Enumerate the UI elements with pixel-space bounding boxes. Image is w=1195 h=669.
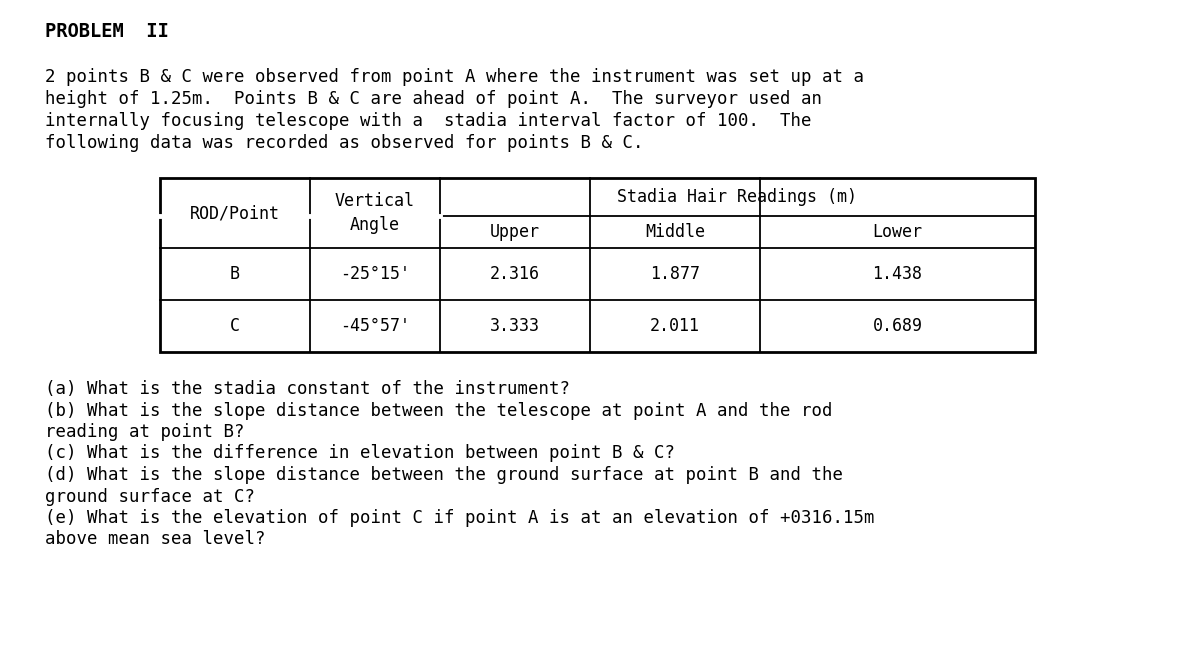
Text: 2 points B & C were observed from point A where the instrument was set up at a: 2 points B & C were observed from point … bbox=[45, 68, 864, 86]
Text: -45°57': -45°57' bbox=[341, 317, 410, 335]
Text: 2.011: 2.011 bbox=[650, 317, 700, 335]
Text: ROD/Point: ROD/Point bbox=[190, 204, 280, 222]
Text: Stadia Hair Readings (m): Stadia Hair Readings (m) bbox=[618, 188, 858, 206]
Text: (d) What is the slope distance between the ground surface at point B and the: (d) What is the slope distance between t… bbox=[45, 466, 842, 484]
Text: (e) What is the elevation of point C if point A is at an elevation of +0316.15m: (e) What is the elevation of point C if … bbox=[45, 509, 875, 527]
Text: 2.316: 2.316 bbox=[490, 265, 540, 283]
Text: Vertical
Angle: Vertical Angle bbox=[335, 191, 415, 235]
Text: height of 1.25m.  Points B & C are ahead of point A.  The surveyor used an: height of 1.25m. Points B & C are ahead … bbox=[45, 90, 822, 108]
Text: B: B bbox=[229, 265, 240, 283]
Text: 1.877: 1.877 bbox=[650, 265, 700, 283]
Text: C: C bbox=[229, 317, 240, 335]
Text: ground surface at C?: ground surface at C? bbox=[45, 488, 255, 506]
Text: PROBLEM  II: PROBLEM II bbox=[45, 22, 168, 41]
Text: 0.689: 0.689 bbox=[872, 317, 923, 335]
Text: -25°15': -25°15' bbox=[341, 265, 410, 283]
Text: 3.333: 3.333 bbox=[490, 317, 540, 335]
Text: Lower: Lower bbox=[872, 223, 923, 241]
Text: above mean sea level?: above mean sea level? bbox=[45, 531, 265, 549]
Text: Upper: Upper bbox=[490, 223, 540, 241]
Text: Middle: Middle bbox=[645, 223, 705, 241]
Text: following data was recorded as observed for points B & C.: following data was recorded as observed … bbox=[45, 134, 643, 152]
Text: 1.438: 1.438 bbox=[872, 265, 923, 283]
Text: (c) What is the difference in elevation between point B & C?: (c) What is the difference in elevation … bbox=[45, 444, 675, 462]
Bar bbox=[160, 178, 1035, 352]
Text: (a) What is the stadia constant of the instrument?: (a) What is the stadia constant of the i… bbox=[45, 380, 570, 398]
Text: (b) What is the slope distance between the telescope at point A and the rod: (b) What is the slope distance between t… bbox=[45, 401, 833, 419]
Text: internally focusing telescope with a  stadia interval factor of 100.  The: internally focusing telescope with a sta… bbox=[45, 112, 811, 130]
Text: reading at point B?: reading at point B? bbox=[45, 423, 245, 441]
